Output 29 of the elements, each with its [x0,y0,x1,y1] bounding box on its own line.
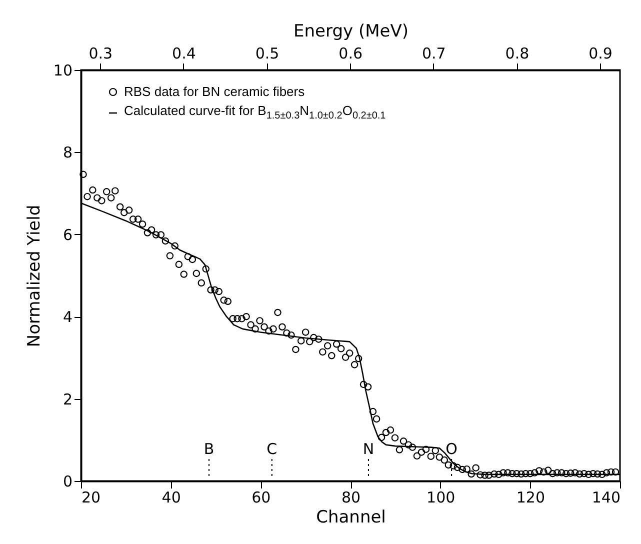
y-tick-label: 6 [62,226,72,244]
legend-label: RBS data for BN ceramic fibers [124,83,305,101]
x-tick-label: 120 [516,488,545,506]
y-tick-label: 4 [62,308,72,326]
x-tick-label: 40 [162,488,181,506]
ref-line-label: N [362,440,374,458]
ref-line-label: C [266,440,278,458]
x-axis-title: Channel [316,508,386,528]
x2-tick-label: 0.9 [588,44,612,62]
x2-tick-label: 0.6 [338,44,363,62]
y-tick-label: 8 [62,144,72,162]
x2-tick-label: 0.3 [88,44,113,62]
x-tick-label: 100 [426,488,456,506]
x-tick-label: 20 [82,488,101,506]
x2-tick-label: 0.4 [172,44,196,62]
x2-tick-label: 0.5 [255,44,280,62]
legend-label: Calculated curve-fit for B$_{1.5±0.3}$N$_{1.0±0.2}$O$_{0.2±0.1}$ [124,102,386,124]
y-tick-label: 0 [62,472,72,490]
x-tick-label: 80 [341,488,361,506]
x-tick-label: 140 [592,488,620,506]
x2-tick-label: 0.8 [505,44,530,62]
ref-line-label: B [204,440,214,458]
y-tick-label: 2 [62,390,72,408]
x2-axis-title: Energy (MeV) [294,22,408,42]
y-tick-label: 10 [53,62,72,80]
x-tick-label: 60 [252,488,271,506]
ref-line-label: O [446,440,458,458]
x2-tick-label: 0.7 [422,44,446,62]
y-axis-title: Normalized Yield [24,204,44,348]
